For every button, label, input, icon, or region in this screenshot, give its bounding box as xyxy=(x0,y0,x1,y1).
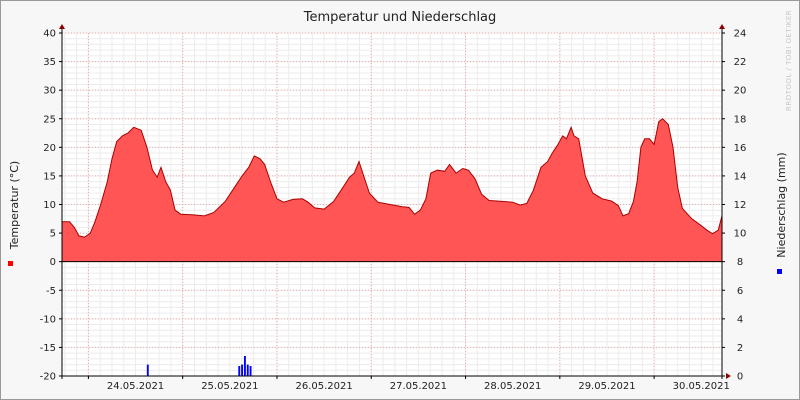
left-tick-label: 5 xyxy=(50,229,56,240)
right-tick-label: 24 xyxy=(734,29,747,40)
left-axis-arrow xyxy=(59,24,65,29)
precipitation-bar xyxy=(146,364,149,376)
right-tick-label: 0 xyxy=(737,372,743,383)
left-axis-label: Temperatur (°C) xyxy=(8,161,21,250)
left-tick-label: 35 xyxy=(43,57,56,68)
right-tick-label: 22 xyxy=(734,57,747,68)
left-tick-label: 20 xyxy=(43,143,56,154)
right-tick-label: 20 xyxy=(734,86,747,97)
x-tick-label: 30.05.2021 xyxy=(673,381,730,392)
precipitation-bar xyxy=(249,365,252,376)
precipitation-bar xyxy=(246,364,249,376)
x-tick-label: 25.05.2021 xyxy=(201,381,258,392)
right-tick-label: 14 xyxy=(734,171,747,182)
right-tick-label: 18 xyxy=(734,114,747,125)
left-tick-label: -5 xyxy=(46,286,56,297)
right-tick-label: 6 xyxy=(737,286,743,297)
x-tick-label: 28.05.2021 xyxy=(484,381,541,392)
right-tick-label: 16 xyxy=(734,143,747,154)
x-tick-label: 29.05.2021 xyxy=(578,381,635,392)
left-tick-label: 10 xyxy=(43,200,56,211)
temperature-legend-marker xyxy=(8,261,13,266)
x-tick-label: 24.05.2021 xyxy=(107,381,164,392)
right-tick-label: 12 xyxy=(734,200,747,211)
x-tick-label: 27.05.2021 xyxy=(390,381,447,392)
right-tick-label: 8 xyxy=(737,257,743,268)
left-tick-label: -20 xyxy=(40,372,56,383)
precipitation-bar xyxy=(241,364,244,376)
x-axis-arrow xyxy=(726,373,731,379)
right-tick-label: 2 xyxy=(737,343,743,354)
left-tick-label: -10 xyxy=(40,314,56,325)
left-tick-label: 30 xyxy=(43,86,56,97)
temperature-area xyxy=(62,118,722,262)
left-tick-label: 25 xyxy=(43,114,56,125)
right-axis-label: Niederschlag (mm) xyxy=(775,152,788,257)
precipitation-legend-marker xyxy=(777,269,782,274)
temperature-line xyxy=(62,118,723,238)
chart-title: Temperatur und Niederschlag xyxy=(303,10,497,25)
right-tick-label: 4 xyxy=(737,314,743,325)
precipitation-bar xyxy=(238,365,241,376)
plot-area: 4035302520151050-5-10-15-202422201816141… xyxy=(8,24,782,392)
precipitation-bar xyxy=(243,355,246,376)
right-axis-arrow xyxy=(719,24,725,29)
x-tick-label: 26.05.2021 xyxy=(295,381,352,392)
left-tick-label: 15 xyxy=(43,171,56,182)
left-tick-label: 0 xyxy=(50,257,56,268)
left-tick-label: -15 xyxy=(40,343,56,354)
watermark-text: RRDTOOL / TOBI OETIKER xyxy=(785,10,793,111)
left-tick-label: 40 xyxy=(43,29,56,40)
right-tick-label: 10 xyxy=(734,229,747,240)
